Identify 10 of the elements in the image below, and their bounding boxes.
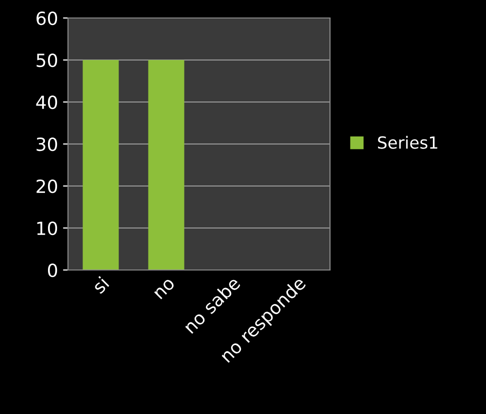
y-tick-label: 50	[36, 53, 58, 68]
legend-label: Series1	[378, 136, 438, 149]
y-tick-label: 10	[37, 221, 58, 236]
y-tick-label: 40	[36, 95, 58, 110]
y-tick-label: 30	[36, 137, 58, 152]
x-tick-label: si	[91, 276, 110, 294]
x-tick-label: no	[154, 278, 176, 300]
y-tick-label: 0	[48, 263, 58, 278]
y-tick-label: 60	[36, 11, 58, 26]
y-tick-label: 20	[36, 179, 58, 194]
